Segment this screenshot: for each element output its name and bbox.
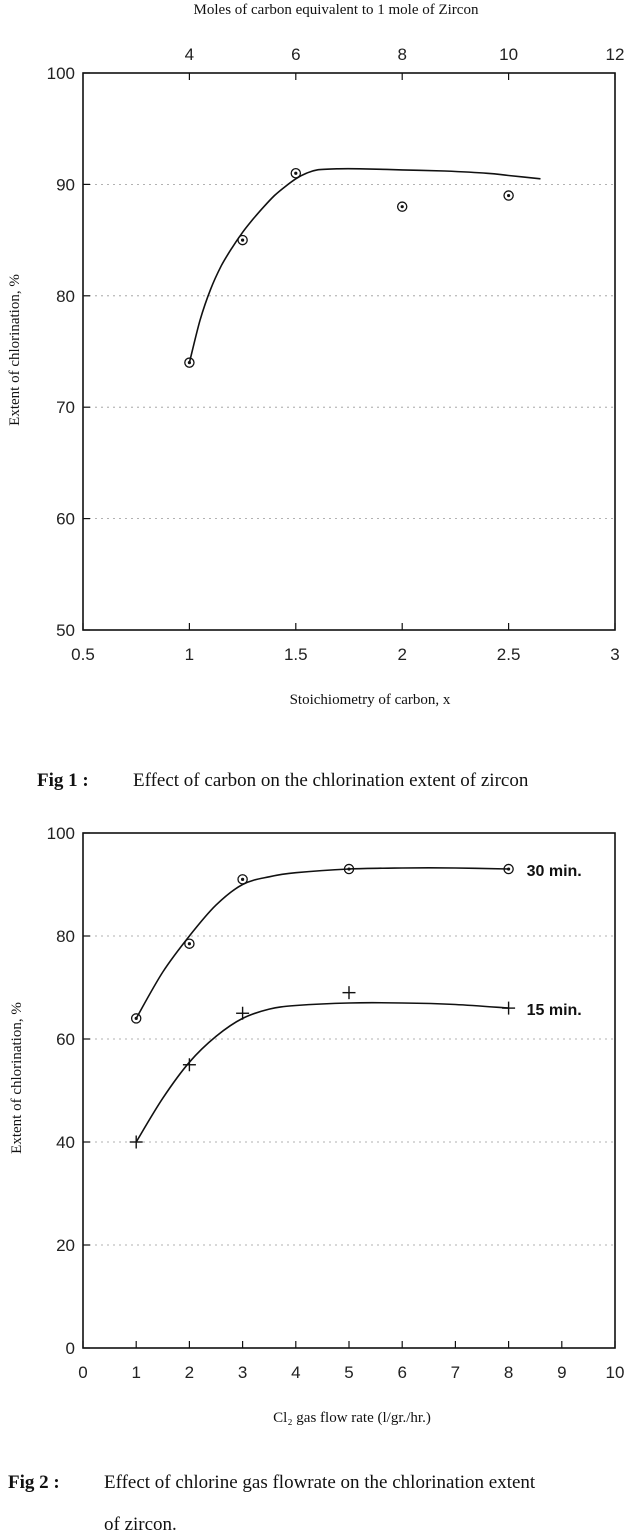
fig2-y-tick-label: 0: [66, 1339, 75, 1358]
fig1-y-tick-label: 60: [56, 510, 75, 529]
fig1-y-axis-title: Extent of chlorination, %: [7, 274, 23, 426]
fig1-y-axis-ticks: 50 60 70 80 90 100: [47, 64, 90, 640]
fig2-x-tick-label: 2: [185, 1363, 194, 1382]
fig2-y-tick-label: 80: [56, 927, 75, 946]
fig2-data-point-30min-ring: [343, 863, 355, 875]
fig2-y-tick-label: 60: [56, 1030, 75, 1049]
fig1-data-point-ring: [503, 190, 514, 201]
fig2-data-point-30min-ring: [184, 938, 195, 949]
fig1-data-points: [184, 168, 514, 368]
fig1-x-tick-label: 1: [185, 645, 194, 664]
fig2-x-tick-label: 1: [131, 1363, 140, 1382]
fig1-top-tick-label: 6: [291, 45, 300, 64]
fig2-x-axis-ticks: 0 1 2 3 4 5 6 7 8 9 10: [78, 1341, 624, 1382]
fig2-curve-30min: [135, 867, 509, 1019]
fig1-y-tick-label: 70: [56, 398, 75, 417]
fig1-fit-curve: [188, 167, 541, 363]
fig1-caption-text: Effect of carbon on the chlorination ext…: [133, 770, 529, 791]
fig1-x-tick-label: 2: [397, 645, 406, 664]
fig2-data-point-30min-dot: [347, 867, 351, 871]
fig2-y-axis-ticks: 0 20 40 60 80 100: [47, 824, 90, 1358]
figure-2-chart: 0 1 2 3 4 5 6 7 8 9 10 0 20 40 60 80 100 30 min. 15 min.…: [8, 824, 624, 1535]
fig1-top-tick-label: 8: [397, 45, 406, 64]
fig2-caption-line1: Effect of chlorine gas flowrate on the c…: [104, 1472, 536, 1493]
fig2-series-label-30min: 30 min.: [527, 863, 582, 880]
fig1-top-tick-label: 10: [499, 45, 518, 64]
figure-1-chart: 0.5 1 1.5 2 2.5 3 50 60 70 80 90 100 4 6 8 10 12 Moles…: [7, 2, 624, 791]
fig1-data-point-ring: [290, 168, 302, 179]
fig1-data-point-ring: [396, 201, 408, 212]
fig2-data-point-30min-dot: [134, 1016, 138, 1021]
fig1-y-tick-label: 90: [56, 175, 75, 194]
fig2-x-tick-label: 10: [606, 1363, 625, 1382]
fig1-fit-curve-group: [188, 167, 541, 363]
fig2-caption-label: Fig 2 :: [8, 1472, 60, 1493]
fig2-data-point-30min-ring: [237, 874, 248, 885]
fig1-top-axis-ticks: 4 6 8 10 12: [185, 45, 625, 80]
fig2-caption-line2: of zircon.: [104, 1514, 177, 1535]
fig1-top-tick-label: 4: [185, 45, 194, 64]
fig2-data-point-30min-dot: [241, 877, 245, 881]
fig1-data-point-dot: [241, 238, 245, 242]
fig1-y-tick-label: 50: [56, 621, 75, 640]
fig1-y-tick-label: 80: [56, 287, 75, 306]
fig1-y-tick-label: 100: [47, 64, 75, 83]
fig1-x-tick-label: 1.5: [284, 645, 308, 664]
fig2-x-tick-label: 8: [504, 1363, 513, 1382]
fig1-x-tick-label: 0.5: [71, 645, 95, 664]
fig1-x-axis-title: Stoichiometry of carbon, x: [290, 692, 451, 708]
fig2-x-tick-label: 0: [78, 1363, 87, 1382]
fig2-plot-frame: [82, 832, 616, 1349]
fig2-curves-group: [135, 867, 509, 1143]
fig2-data-point-30min-ring: [130, 1013, 142, 1024]
fig1-data-point-dot: [294, 171, 298, 175]
fig2-x-tick-label: 6: [397, 1363, 406, 1382]
fig1-plot-frame: [82, 72, 616, 631]
fig2-data-points: [129, 863, 516, 1149]
fig1-grid: [83, 183, 615, 519]
fig1-caption-label: Fig 1 :: [37, 770, 89, 791]
fig2-y-tick-label: 100: [47, 824, 75, 843]
fig1-data-point-dot: [400, 205, 404, 209]
fig2-x-tick-label: 9: [557, 1363, 566, 1382]
fig2-data-point-30min-ring: [503, 863, 514, 875]
fig2-data-point-30min-dot: [187, 942, 191, 946]
fig2-y-tick-label: 40: [56, 1133, 75, 1152]
fig2-y-axis-title: Extent of chlorination, %: [9, 1002, 25, 1154]
fig1-data-point-ring: [237, 234, 248, 246]
fig1-top-tick-label: 12: [606, 45, 625, 64]
fig2-x-tick-label: 7: [451, 1363, 460, 1382]
fig2-x-axis-title: Cl₂ gas flow rate (l/gr./hr.): [273, 1410, 431, 1426]
fig1-top-axis-title: Moles of carbon equivalent to 1 mole of …: [194, 2, 479, 18]
fig1-data-point-dot: [187, 361, 191, 365]
fig2-x-tick-label: 3: [238, 1363, 247, 1382]
fig2-x-tick-label: 5: [344, 1363, 353, 1382]
fig2-series-label-15min: 15 min.: [527, 1002, 582, 1019]
fig2-data-point-30min-dot: [507, 867, 511, 871]
fig1-data-point-dot: [507, 193, 511, 198]
fig1-x-tick-label: 2.5: [497, 645, 521, 664]
fig2-x-tick-label: 4: [291, 1363, 300, 1382]
fig2-grid: [83, 935, 615, 1246]
fig1-data-point-ring: [184, 357, 195, 368]
fig2-y-tick-label: 20: [56, 1236, 75, 1255]
fig1-x-tick-label: 3: [610, 645, 619, 664]
fig2-curve-15min: [135, 1001, 509, 1143]
fig2-series-labels: 30 min. 15 min.: [527, 863, 582, 1019]
fig1-x-axis-ticks: 0.5 1 1.5 2 2.5 3: [71, 623, 620, 664]
